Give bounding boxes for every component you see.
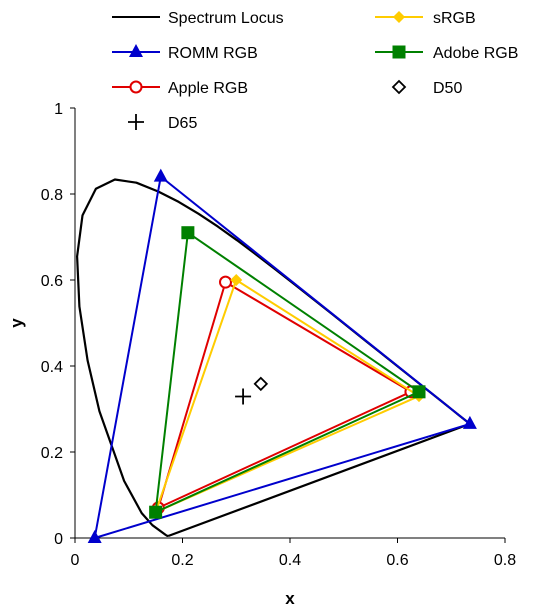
y-tick-label: 0.8 — [41, 187, 63, 204]
y-tick-label: 0 — [54, 531, 63, 548]
legend: Spectrum Locus sRGB ROMM RGB Adobe RGB Apple… — [112, 10, 518, 132]
x-axis-title: x — [285, 589, 295, 607]
legend-item-adobe-rgb: Adobe RGB — [375, 45, 518, 62]
legend-adobe-rgb-marker — [392, 45, 406, 59]
legend-label: D65 — [168, 115, 197, 132]
legend-item-d50: D50 — [391, 79, 462, 97]
d65-point — [235, 388, 252, 405]
romm-rgb-point — [153, 168, 168, 182]
legend-srgb-marker — [393, 11, 405, 23]
y-axis-title: y — [7, 318, 26, 328]
legend-item-spectrum-locus: Spectrum Locus — [112, 10, 284, 27]
plot-area — [76, 168, 477, 543]
apple-rgb-line — [157, 281, 412, 509]
apple-rgb-point — [219, 275, 232, 289]
x-axis-ticks: 0 0.2 0.4 0.6 0.8 — [71, 538, 516, 569]
adobe-rgb-point — [181, 226, 195, 240]
srgb-line — [154, 279, 420, 514]
y-tick-label: 0.6 — [41, 273, 63, 290]
legend-label: Apple RGB — [168, 80, 248, 97]
romm-rgb-point — [87, 529, 102, 543]
x-tick-label: 0.4 — [279, 552, 301, 569]
romm-rgb-line — [93, 175, 471, 539]
legend-item-d65: D65 — [128, 114, 197, 132]
x-tick-label: 0.6 — [386, 552, 408, 569]
series-d65 — [235, 388, 252, 405]
srgb-point — [230, 274, 243, 286]
legend-label: sRGB — [433, 10, 476, 27]
x-tick-label: 0 — [71, 552, 80, 569]
legend-item-apple-rgb: Apple RGB — [112, 80, 248, 97]
series-romm-rgb — [87, 168, 477, 543]
series-adobe-rgb — [149, 226, 426, 519]
y-tick-label: 0.2 — [41, 445, 63, 462]
adobe-rgb-point — [149, 505, 163, 519]
series-apple-rgb — [151, 275, 418, 515]
x-tick-label: 0.2 — [171, 552, 193, 569]
legend-d50-marker — [391, 79, 407, 95]
legend-d65-marker — [128, 114, 144, 130]
legend-item-srgb: sRGB — [375, 10, 476, 27]
spectrum-locus-line — [76, 178, 471, 537]
plot-axes: 0 0.2 0.4 0.6 0.8 1 0 0.2 0.4 0.6 0.8 x y — [7, 101, 516, 607]
adobe-rgb-point — [412, 385, 426, 399]
x-tick-label: 0.8 — [494, 552, 516, 569]
series-spectrum-locus — [76, 178, 471, 537]
series-d50 — [253, 376, 269, 392]
legend-label: D50 — [433, 80, 462, 97]
legend-item-romm-rgb: ROMM RGB — [112, 44, 258, 62]
d50-point — [253, 376, 269, 392]
legend-romm-rgb-marker — [129, 44, 143, 57]
y-tick-label: 0.4 — [41, 359, 63, 376]
y-tick-label: 1 — [54, 101, 63, 118]
romm-rgb-point — [462, 415, 477, 429]
legend-apple-rgb-marker — [129, 80, 143, 94]
legend-label: Spectrum Locus — [168, 10, 284, 27]
y-axis-ticks: 0 0.2 0.4 0.6 0.8 1 — [41, 101, 75, 548]
legend-label: Adobe RGB — [433, 45, 518, 62]
legend-label: ROMM RGB — [168, 45, 258, 62]
adobe-rgb-line — [154, 231, 420, 514]
